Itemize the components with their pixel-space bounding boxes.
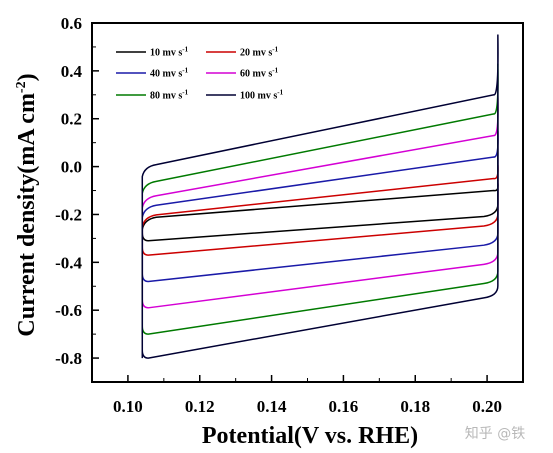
legend-unit-superscript: -1: [272, 46, 278, 54]
x-tick-label: 0.14: [257, 397, 287, 416]
y-axis-title-group: Current density(mA cm-2): [14, 73, 40, 336]
x-tick-label: 0.16: [329, 397, 359, 416]
y-axis-title-close: ): [14, 73, 40, 81]
x-tick-label: 0.10: [113, 397, 143, 416]
y-axis-title: Current density(mA cm: [14, 93, 40, 337]
y-tick-label: -0.2: [55, 205, 82, 224]
cv-curve-100: [141, 34, 499, 359]
x-axis-title: Potential(V vs. RHE): [202, 423, 418, 449]
cv-curves: [141, 34, 499, 359]
y-tick-label: 0.6: [61, 14, 82, 33]
legend-label-80: 80 mv s-1: [150, 89, 189, 102]
watermark: 知乎 @铁: [465, 425, 525, 442]
legend-unit-superscript: -1: [182, 89, 188, 97]
svg-text:Current density(mA cm-2): Current density(mA cm-2): [14, 73, 40, 336]
x-tick-label: 0.12: [185, 397, 215, 416]
legend-unit-superscript: -1: [182, 67, 188, 75]
x-tick-label: 0.18: [400, 397, 430, 416]
cv-curve-40: [141, 131, 499, 283]
legend-unit-superscript: -1: [277, 89, 283, 97]
legend-label-10: 10 mv s-1: [150, 46, 189, 59]
legend-label-40: 40 mv s-1: [150, 67, 189, 80]
x-tick-label: 0.20: [472, 397, 502, 416]
y-tick-label: -0.8: [55, 349, 82, 368]
legend-label-100: 100 mv s-1: [240, 89, 284, 102]
legend-unit-superscript: -1: [272, 67, 278, 75]
legend-label-20: 20 mv s-1: [240, 46, 279, 59]
legend: 10 mv s-1 20 mv s-1 40 mv s-1 60 mv s-1 80 m…: [116, 46, 284, 102]
cv-curve-10: [141, 183, 499, 242]
y-tick-label: 0.0: [61, 158, 82, 177]
axis-ticks: 0.10 0.12 0.14 0.16 0.18 0.20 -0.8 -0.6 -0.4 -0.2…: [55, 14, 502, 416]
y-tick-label: -0.4: [55, 253, 82, 272]
y-tick-label: 0.2: [61, 110, 82, 129]
y-tick-label: -0.6: [55, 301, 82, 320]
legend-unit-superscript: -1: [182, 46, 188, 54]
cv-curve-20: [141, 164, 499, 256]
legend-label-60: 60 mv s-1: [240, 67, 279, 80]
y-tick-label: 0.4: [61, 62, 83, 81]
y-axis-title-superscript: -2: [14, 81, 29, 93]
